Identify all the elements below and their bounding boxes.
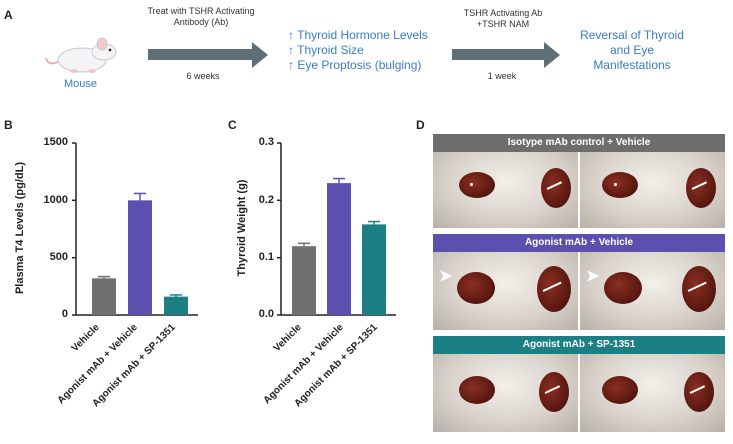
- chart-c-bar-2: [362, 224, 386, 315]
- proptosis-arrow-icon: ➤: [439, 268, 453, 285]
- chart-b-tick-0: 0: [61, 308, 68, 320]
- chart-b-bar-2: [164, 296, 188, 315]
- panel-b-letter: B: [4, 118, 13, 132]
- photo-agonist-sp1351-right: [580, 354, 725, 432]
- chart-b-tick-500: 500: [49, 251, 68, 263]
- banner-isotype-control: Isotype mAb control + Vehicle: [433, 134, 725, 152]
- step2-arrow-shaft: [452, 49, 546, 60]
- chart-c-tick-0.0: 0.0: [258, 308, 274, 320]
- chart-b-tick-1500: 1500: [43, 136, 68, 148]
- step1-arrow-head: [252, 42, 268, 68]
- step1-treatment-label: Treat with TSHR Activating Antibody (Ab): [147, 6, 255, 27]
- banner-agonist-vehicle: Agonist mAb + Vehicle: [433, 234, 725, 252]
- result-text: Reversal of Thyroid and Eye Manifestatio…: [580, 28, 684, 72]
- chart-c-bar-0: [292, 246, 316, 315]
- proptosis-arrow-icon: ➤: [586, 268, 600, 285]
- step1-arrow-shaft: [148, 49, 254, 60]
- banner-agonist-sp1351: Agonist mAb + SP-1351: [433, 336, 725, 354]
- panel-c-letter: C: [228, 118, 237, 132]
- photo-agonist-vehicle-left: ➤: [433, 252, 578, 330]
- step2-duration: 1 week: [487, 71, 517, 81]
- photo-control-left: [433, 152, 578, 228]
- step1-duration: 6 weeks: [186, 71, 220, 81]
- panel-a-letter: A: [4, 8, 13, 22]
- step2-arrow-head: [544, 42, 560, 68]
- chart-c-tick-0.1: 0.1: [258, 251, 274, 263]
- chart-c-tick-0.3: 0.3: [258, 136, 274, 148]
- photo-agonist-vehicle-right: ➤: [580, 252, 725, 330]
- chart-b-tick-1000: 1000: [43, 194, 68, 206]
- photo-control-right: [580, 152, 725, 228]
- mouse-label: Mouse: [64, 78, 98, 90]
- effect-eye-proptosis: ↑ Eye Proptosis (bulging): [288, 58, 422, 72]
- chart-c-bar-1: [327, 183, 351, 315]
- photo-agonist-sp1351-left: [433, 354, 578, 432]
- chart-b-bar-0: [92, 278, 116, 315]
- effect-thyroid-hormone: ↑ Thyroid Hormone Levels: [288, 28, 428, 42]
- effect-thyroid-size: ↑ Thyroid Size: [288, 43, 364, 57]
- chart-b-bar-1: [128, 200, 152, 315]
- step2-treatment-label: TSHR Activating Ab +TSHR NAM: [463, 8, 543, 29]
- mouse-illustration: [45, 37, 117, 73]
- panel-d-letter: D: [416, 118, 425, 132]
- chart-c-tick-0.2: 0.2: [258, 194, 274, 206]
